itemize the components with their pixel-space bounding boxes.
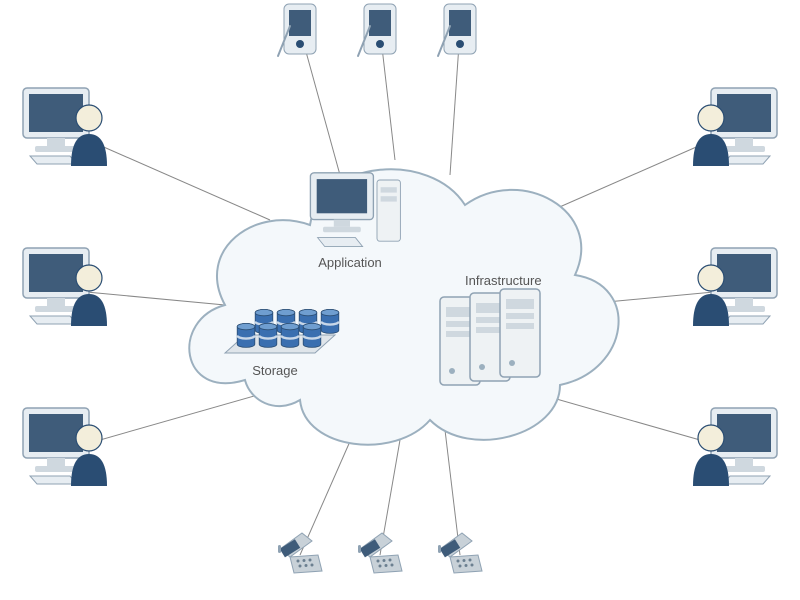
user-workstation-icon <box>693 88 777 166</box>
flip-phone-icon <box>278 533 322 573</box>
user-workstation-icon <box>23 408 107 486</box>
cloud-shape <box>189 169 618 444</box>
user-workstation-icon <box>693 248 777 326</box>
user-workstation-icon <box>23 88 107 166</box>
application-label: Application <box>318 255 382 270</box>
user-workstation-icon <box>23 248 107 326</box>
storage-label: Storage <box>252 363 298 378</box>
pda-icon <box>278 4 316 56</box>
pda-icon <box>438 4 476 56</box>
pda-icon <box>358 4 396 56</box>
infrastructure-icon <box>440 289 540 385</box>
user-workstation-icon <box>693 408 777 486</box>
connector-line <box>300 430 355 555</box>
infrastructure-label: Infrastructure <box>465 273 542 288</box>
cloud-network-diagram: Application Infrastructure Storage <box>0 0 800 600</box>
